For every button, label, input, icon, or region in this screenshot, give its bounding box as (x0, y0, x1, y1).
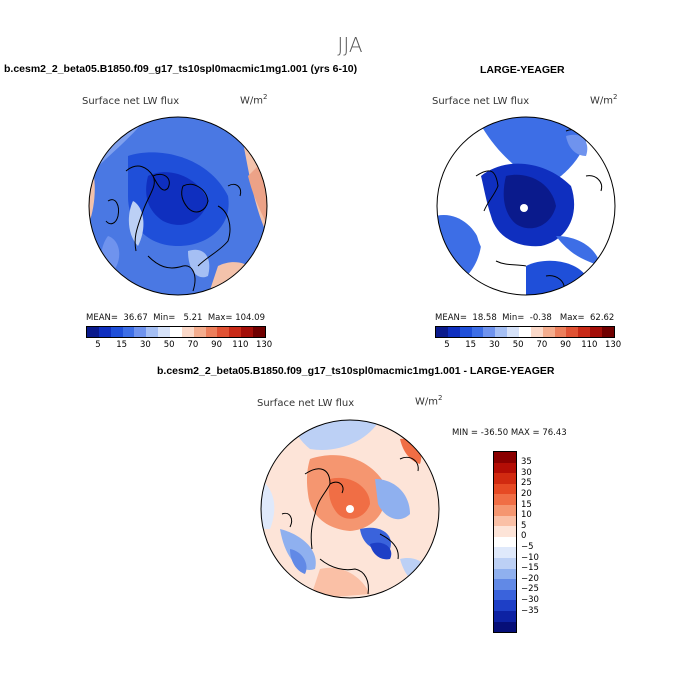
colorbar-diff-tick-label: −30 (521, 595, 539, 605)
colorbar-diff-swatch (494, 473, 516, 484)
units-right: W/m2 (590, 93, 618, 107)
colorbar-right-swatch (530, 327, 543, 337)
colorbar-left-swatch (181, 327, 194, 337)
colorbar-diff-tick-label: 35 (521, 457, 532, 468)
colorbar-diff-swatch (494, 452, 516, 463)
colorbar-left-tick-label: 70 (187, 340, 199, 350)
colorbar-diff-swatch (494, 504, 516, 516)
colorbar-right-swatch (483, 327, 496, 337)
colorbar-left-tick-label: 15 (116, 340, 128, 350)
colorbar-diff-tick-label: −10 (521, 552, 539, 563)
colorbar-diff-swatch (494, 557, 516, 569)
colorbar-right-swatch (519, 327, 531, 337)
colorbar-diff-swatch (494, 579, 516, 590)
colorbar-diff-tick-label: −20 (521, 573, 539, 584)
colorbar-right-swatch (436, 327, 448, 337)
colorbar-right-tick-label: 110 (581, 340, 598, 350)
variable-title-right: Surface net LW flux (432, 96, 530, 107)
variable-title-left: Surface net LW flux (82, 96, 180, 107)
colorbar-diff-swatch (494, 547, 516, 558)
colorbar-right-swatch (590, 327, 603, 337)
colorbar-right-swatch (578, 327, 591, 337)
stats-bottom: MIN = -36.50 MAX = 76.43 (452, 428, 567, 438)
colorbar-left (86, 326, 266, 338)
colorbar-right-swatch (447, 327, 460, 337)
colorbar-right-tick-label: 90 (560, 340, 572, 350)
colorbar-left-tick-label: 130 (255, 340, 273, 350)
units-left: W/m2 (240, 93, 268, 107)
colorbar-right-swatch (459, 327, 472, 337)
colorbar-left-swatch (241, 327, 254, 337)
colorbar-left-tick-label: 5 (95, 340, 101, 350)
colorbar-ticks-left: 5 15 30 50 70 90 110 130 (86, 340, 272, 352)
colorbar-right-swatch (554, 327, 567, 337)
colorbar-diff (493, 451, 517, 634)
variable-title-bottom: Surface net LW flux (257, 398, 355, 409)
colorbar-diff-tick-label: 15 (521, 499, 532, 510)
colorbar-ticks-right: 5 15 30 50 70 90 110 130 (435, 340, 621, 352)
colorbar-diff-tick-label: 10 (521, 510, 532, 521)
colorbar-right-swatch (507, 327, 520, 337)
colorbar-right-tick-label: 130 (604, 340, 622, 350)
colorbar-diff-swatch (494, 589, 516, 601)
colorbar-left-swatch (122, 327, 135, 337)
case-title-right: LARGE-YEAGER (480, 64, 565, 76)
colorbar-diff-swatch (494, 515, 516, 527)
colorbar-left-swatch (146, 327, 159, 337)
colorbar-diff-swatch (494, 483, 516, 495)
colorbar-diff-tick-label: −25 (521, 584, 539, 595)
colorbar-diff-swatch (494, 536, 516, 548)
units-bottom: W/m2 (415, 394, 443, 408)
colorbar-left-tick-label: 110 (232, 340, 249, 350)
polar-map-diff (260, 419, 440, 599)
polar-map-left (88, 116, 268, 296)
colorbar-diff-swatch (494, 610, 516, 622)
colorbar-diff-tick-label: −5 (521, 542, 534, 552)
polar-map-right (436, 116, 616, 296)
colorbar-left-swatch (253, 327, 265, 337)
stats-left: MEAN= 36.67 Min= 5.21 Max= 104.09 (86, 313, 265, 323)
case-title-left: b.cesm2_2_beta05.B1850.f09_g17_ts10spl0m… (4, 63, 358, 75)
colorbar-diff-swatch (494, 621, 516, 633)
colorbar-right-tick-label: 30 (488, 340, 500, 350)
colorbar-left-swatch (217, 327, 230, 337)
colorbar-diff-swatch (494, 494, 516, 505)
colorbar-left-tick-label: 90 (211, 340, 223, 350)
colorbar-right-swatch (495, 327, 508, 337)
colorbar-right-swatch (542, 327, 555, 337)
colorbar-right-swatch (471, 327, 484, 337)
season-title: JJA (337, 33, 363, 57)
colorbar-left-swatch (170, 327, 182, 337)
colorbar-diff-swatch (494, 462, 516, 474)
colorbar-left-swatch (158, 327, 171, 337)
colorbar-right-tick-label: 5 (444, 340, 450, 350)
colorbar-diff-swatch (494, 526, 516, 537)
colorbar-left-tick-label: 50 (163, 340, 175, 350)
colorbar-left-swatch (110, 327, 123, 337)
colorbar-left-swatch (98, 327, 111, 337)
colorbar-left-tick-label: 30 (139, 340, 151, 350)
colorbar-diff-tick-label: 5 (521, 520, 527, 531)
colorbar-right-tick-label: 50 (512, 340, 524, 350)
colorbar-right-swatch (602, 327, 614, 337)
colorbar-diff-tick-label: 0 (521, 531, 527, 542)
colorbar-right-tick-label: 70 (536, 340, 548, 350)
stats-right: MEAN= 18.58 Min= -0.38 Max= 62.62 (435, 313, 615, 323)
colorbar-left-swatch (205, 327, 218, 337)
colorbar-diff-tick-label: −35 (521, 605, 539, 616)
colorbar-diff-tick-label: 30 (521, 467, 532, 478)
colorbar-diff-tick-label: 25 (521, 478, 532, 489)
colorbar-diff-tick-label: −15 (521, 563, 539, 574)
colorbar-left-swatch (193, 327, 206, 337)
colorbar-right-tick-label: 15 (465, 340, 477, 350)
colorbar-left-swatch (134, 327, 147, 337)
colorbar-right-swatch (566, 327, 579, 337)
colorbar-diff-swatch (494, 568, 516, 580)
colorbar-left-swatch (229, 327, 242, 337)
colorbar-diff-swatch (494, 600, 516, 611)
colorbar-right (435, 326, 615, 338)
colorbar-left-swatch (87, 327, 99, 337)
colorbar-diff-tick-label: 20 (521, 489, 532, 499)
case-title-bottom: b.cesm2_2_beta05.B1850.f09_g17_ts10spl0m… (157, 365, 555, 377)
